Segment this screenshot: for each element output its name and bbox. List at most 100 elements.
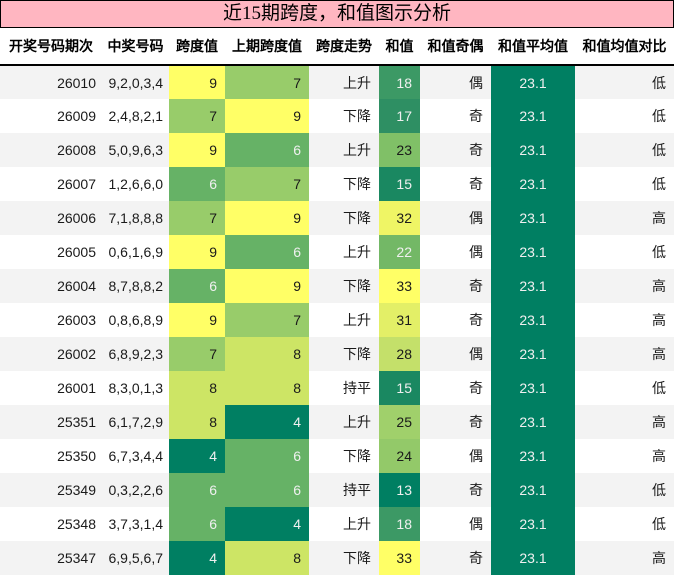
cell-numbers: 0,8,6,8,9	[102, 303, 169, 337]
cell-parity: 偶	[420, 439, 491, 473]
cell-compare: 低	[575, 133, 674, 167]
cell-avg: 23.1	[491, 405, 575, 439]
table-row: 25351 6,1,7,2,9 8 4 上升 25 奇 23.1 高	[0, 405, 674, 439]
cell-compare: 高	[575, 201, 674, 235]
cell-span: 7	[169, 201, 225, 235]
cell-sum: 28	[379, 337, 420, 371]
cell-numbers: 7,1,8,8,8	[102, 201, 169, 235]
table-row: 25348 3,7,3,1,4 6 4 上升 18 偶 23.1 低	[0, 507, 674, 541]
cell-span: 4	[169, 541, 225, 575]
cell-prev-span: 6	[225, 133, 309, 167]
cell-sum: 13	[379, 473, 420, 507]
cell-avg: 23.1	[491, 235, 575, 269]
cell-prev-span: 8	[225, 371, 309, 405]
cell-avg: 23.1	[491, 133, 575, 167]
header-sum: 和值	[379, 28, 420, 66]
cell-span: 8	[169, 371, 225, 405]
cell-span: 6	[169, 507, 225, 541]
cell-compare: 低	[575, 99, 674, 133]
cell-period: 25349	[0, 473, 102, 507]
cell-numbers: 5,0,9,6,3	[102, 133, 169, 167]
cell-prev-span: 7	[225, 167, 309, 201]
cell-prev-span: 6	[225, 473, 309, 507]
cell-trend: 下降	[309, 99, 379, 133]
cell-sum: 22	[379, 235, 420, 269]
cell-avg: 23.1	[491, 99, 575, 133]
cell-sum: 23	[379, 133, 420, 167]
cell-avg: 23.1	[491, 167, 575, 201]
cell-parity: 奇	[420, 99, 491, 133]
cell-compare: 低	[575, 507, 674, 541]
cell-compare: 低	[575, 473, 674, 507]
cell-numbers: 2,4,8,2,1	[102, 99, 169, 133]
cell-numbers: 8,7,8,8,2	[102, 269, 169, 303]
cell-sum: 17	[379, 99, 420, 133]
cell-prev-span: 6	[225, 235, 309, 269]
cell-numbers: 0,6,1,6,9	[102, 235, 169, 269]
cell-numbers: 3,7,3,1,4	[102, 507, 169, 541]
table-row: 26005 0,6,1,6,9 9 6 上升 22 偶 23.1 低	[0, 235, 674, 269]
cell-avg: 23.1	[491, 541, 575, 575]
cell-period: 26009	[0, 99, 102, 133]
cell-parity: 奇	[420, 371, 491, 405]
cell-sum: 31	[379, 303, 420, 337]
table-row: 26003 0,8,6,8,9 9 7 上升 31 奇 23.1 高	[0, 303, 674, 337]
cell-parity: 偶	[420, 337, 491, 371]
cell-trend: 持平	[309, 371, 379, 405]
table-row: 26001 8,3,0,1,3 8 8 持平 15 奇 23.1 低	[0, 371, 674, 405]
cell-parity: 奇	[420, 167, 491, 201]
table-row: 25347 6,9,5,6,7 4 8 下降 33 奇 23.1 高	[0, 541, 674, 575]
header-avg: 和值平均值	[491, 28, 575, 66]
cell-period: 26004	[0, 269, 102, 303]
cell-sum: 15	[379, 371, 420, 405]
cell-compare: 低	[575, 235, 674, 269]
cell-span: 9	[169, 65, 225, 99]
cell-period: 25347	[0, 541, 102, 575]
cell-parity: 偶	[420, 507, 491, 541]
cell-avg: 23.1	[491, 473, 575, 507]
header-parity: 和值奇偶	[420, 28, 491, 66]
cell-parity: 偶	[420, 201, 491, 235]
table-row: 26002 6,8,9,2,3 7 8 下降 28 偶 23.1 高	[0, 337, 674, 371]
cell-numbers: 8,3,0,1,3	[102, 371, 169, 405]
cell-numbers: 6,7,3,4,4	[102, 439, 169, 473]
cell-avg: 23.1	[491, 337, 575, 371]
cell-trend: 下降	[309, 439, 379, 473]
cell-parity: 奇	[420, 303, 491, 337]
cell-compare: 高	[575, 303, 674, 337]
cell-parity: 奇	[420, 269, 491, 303]
cell-prev-span: 7	[225, 65, 309, 99]
cell-compare: 低	[575, 65, 674, 99]
cell-numbers: 1,2,6,6,0	[102, 167, 169, 201]
cell-period: 25348	[0, 507, 102, 541]
cell-period: 26002	[0, 337, 102, 371]
cell-trend: 下降	[309, 541, 379, 575]
cell-numbers: 6,9,5,6,7	[102, 541, 169, 575]
cell-compare: 高	[575, 337, 674, 371]
cell-trend: 下降	[309, 337, 379, 371]
cell-compare: 高	[575, 439, 674, 473]
cell-prev-span: 8	[225, 541, 309, 575]
cell-sum: 24	[379, 439, 420, 473]
cell-prev-span: 9	[225, 201, 309, 235]
cell-span: 7	[169, 99, 225, 133]
header-trend: 跨度走势	[309, 28, 379, 66]
cell-sum: 15	[379, 167, 420, 201]
table-row: 25350 6,7,3,4,4 4 6 下降 24 偶 23.1 高	[0, 439, 674, 473]
table-row: 26007 1,2,6,6,0 6 7 下降 15 奇 23.1 低	[0, 167, 674, 201]
cell-prev-span: 4	[225, 507, 309, 541]
cell-span: 8	[169, 405, 225, 439]
cell-avg: 23.1	[491, 371, 575, 405]
cell-avg: 23.1	[491, 201, 575, 235]
table-row: 25349 0,3,2,2,6 6 6 持平 13 奇 23.1 低	[0, 473, 674, 507]
table-row: 26008 5,0,9,6,3 9 6 上升 23 奇 23.1 低	[0, 133, 674, 167]
cell-span: 6	[169, 473, 225, 507]
cell-trend: 下降	[309, 167, 379, 201]
cell-parity: 偶	[420, 65, 491, 99]
cell-period: 26010	[0, 65, 102, 99]
cell-trend: 上升	[309, 65, 379, 99]
cell-prev-span: 9	[225, 99, 309, 133]
cell-prev-span: 9	[225, 269, 309, 303]
table-row: 26009 2,4,8,2,1 7 9 下降 17 奇 23.1 低	[0, 99, 674, 133]
cell-numbers: 6,1,7,2,9	[102, 405, 169, 439]
